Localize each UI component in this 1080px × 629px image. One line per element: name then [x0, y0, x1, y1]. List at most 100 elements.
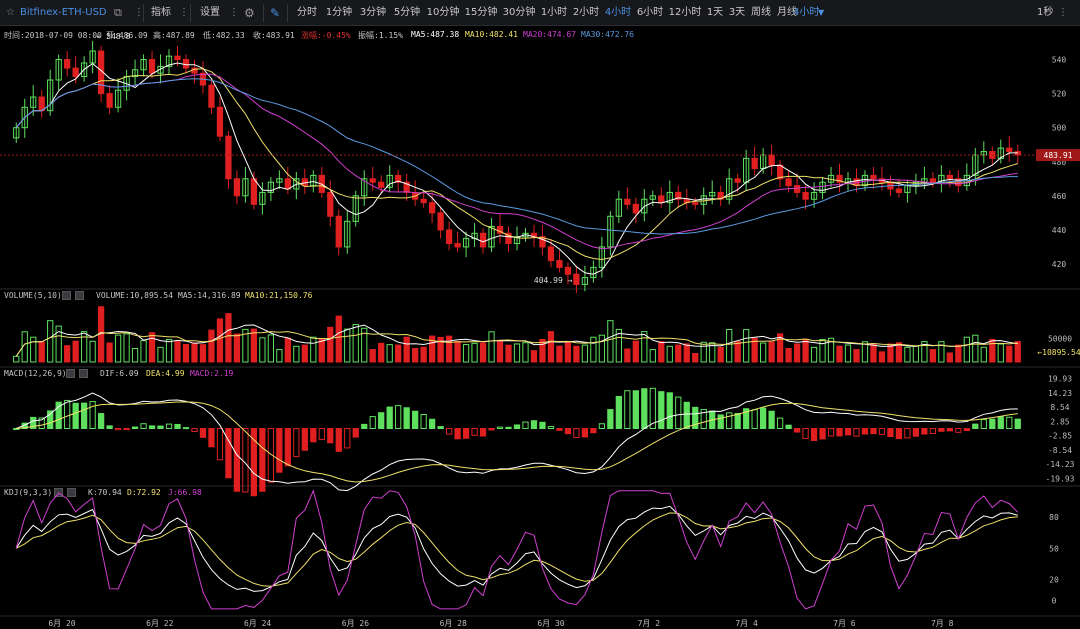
interval-tab[interactable]: 分时	[297, 7, 317, 18]
volume-bar	[793, 343, 801, 363]
macd-bar	[963, 428, 970, 432]
macd-bar	[301, 428, 308, 451]
interval-tab[interactable]: 4小时	[604, 7, 632, 18]
settings-icon[interactable]	[66, 369, 75, 378]
interval-tab[interactable]: 1分钟	[325, 7, 353, 18]
macd-bar	[157, 425, 164, 430]
candle-body	[734, 178, 741, 183]
volume-bar	[327, 326, 334, 363]
macd-tick: -19.93	[1046, 474, 1075, 483]
candle-body	[420, 198, 427, 204]
macd-bar	[641, 388, 648, 430]
divider	[190, 4, 191, 22]
candle-body	[157, 65, 164, 74]
candle-body	[547, 246, 555, 262]
interval-dropdown[interactable]: 4小时	[793, 7, 820, 18]
macd-bar	[428, 418, 436, 430]
macd-bar	[929, 428, 937, 435]
volume-bar	[47, 320, 54, 363]
volume-bar	[844, 344, 852, 363]
interval-tab[interactable]: 1小时	[540, 7, 568, 18]
macd-bar	[47, 410, 54, 429]
refresh-rate[interactable]: 1秒	[1037, 7, 1054, 18]
candle-body	[267, 181, 274, 193]
candle-body	[250, 178, 258, 205]
candle-body	[284, 178, 291, 190]
volume-bar	[284, 337, 291, 363]
interval-tab[interactable]: 5分钟	[393, 7, 421, 18]
macd-bar	[776, 417, 784, 429]
macd-bar	[844, 428, 852, 436]
candle-body	[344, 220, 351, 248]
indicators-button[interactable]: 指标	[151, 7, 171, 18]
candle-body	[675, 191, 682, 200]
volume-bar	[641, 331, 648, 363]
interval-tab[interactable]: 6小时	[636, 7, 664, 18]
macd-bar	[802, 428, 809, 439]
close-icon[interactable]	[75, 291, 84, 300]
volume-bar	[709, 342, 716, 363]
kdj-tick: 20	[1049, 576, 1059, 585]
macd-bar	[369, 416, 376, 429]
candle-body	[64, 59, 71, 69]
interval-tab[interactable]: 月线	[777, 7, 797, 18]
settings-icon[interactable]	[54, 488, 63, 497]
chevron-down-icon[interactable]: ▼	[818, 8, 825, 17]
volume-bar	[182, 344, 190, 363]
macd-bar	[912, 428, 920, 437]
interval-tab[interactable]: 30分钟	[502, 7, 536, 18]
star-icon[interactable]: ☆	[6, 7, 15, 18]
volume-bar	[726, 329, 733, 363]
interval-tab[interactable]: 2小时	[572, 7, 600, 18]
expand-icon[interactable]: ⧉	[114, 6, 122, 19]
macd-bar	[649, 387, 656, 430]
candle-body	[624, 198, 631, 205]
volume-bar	[887, 343, 894, 363]
more-icon[interactable]: ⋮	[134, 7, 144, 18]
interval-tab[interactable]: 3分钟	[359, 7, 387, 18]
macd-value: MACD:2.19	[190, 369, 234, 378]
more-icon[interactable]: ⋮	[229, 7, 239, 18]
candle-body	[505, 232, 512, 245]
volume-bar	[157, 346, 164, 363]
volume-bar	[335, 315, 342, 363]
pencil-icon[interactable]: ✎	[270, 6, 281, 20]
settings-button[interactable]: 设置	[200, 7, 220, 18]
candle-body	[276, 178, 283, 183]
volume-bar	[131, 348, 139, 363]
volume-bar	[81, 331, 88, 363]
interval-tab[interactable]: 15分钟	[464, 7, 498, 18]
macd-bar	[573, 428, 580, 439]
interval-tab[interactable]: 3天	[728, 7, 746, 18]
macd-bar	[598, 423, 606, 429]
macd-bar	[539, 421, 546, 430]
d-line	[15, 512, 1018, 587]
symbol-label[interactable]: Bitfinex-ETH-USD	[20, 7, 107, 18]
more-icon[interactable]: ⋮	[1058, 7, 1068, 18]
volume-bar	[904, 346, 911, 363]
macd-dea: DEA:4.99	[146, 369, 185, 378]
volume-bar	[165, 338, 173, 363]
interval-tab[interactable]: 12小时	[668, 7, 702, 18]
macd-bar	[462, 428, 470, 439]
gear-icon[interactable]: ⚙	[244, 6, 255, 20]
price-tick: 480	[1052, 158, 1067, 167]
interval-tab[interactable]: 周线	[751, 7, 771, 18]
volume-bar	[564, 341, 572, 363]
volume-bar	[386, 344, 393, 363]
volume-bar	[590, 336, 597, 363]
info-ma10: MA10:482.41	[465, 30, 518, 39]
volume-bar	[624, 348, 631, 363]
interval-tab[interactable]: 10分钟	[426, 7, 460, 18]
macd-bar	[114, 428, 122, 431]
settings-icon[interactable]	[62, 291, 71, 300]
close-icon[interactable]	[67, 488, 76, 497]
volume-bar	[420, 346, 427, 363]
interval-tab[interactable]: 1天	[706, 7, 724, 18]
more-icon[interactable]: ⋮	[179, 7, 189, 18]
close-icon[interactable]	[79, 369, 88, 378]
macd-bar	[743, 408, 750, 429]
date-tick: 7月 6	[833, 619, 856, 628]
volume-bar	[505, 344, 512, 363]
